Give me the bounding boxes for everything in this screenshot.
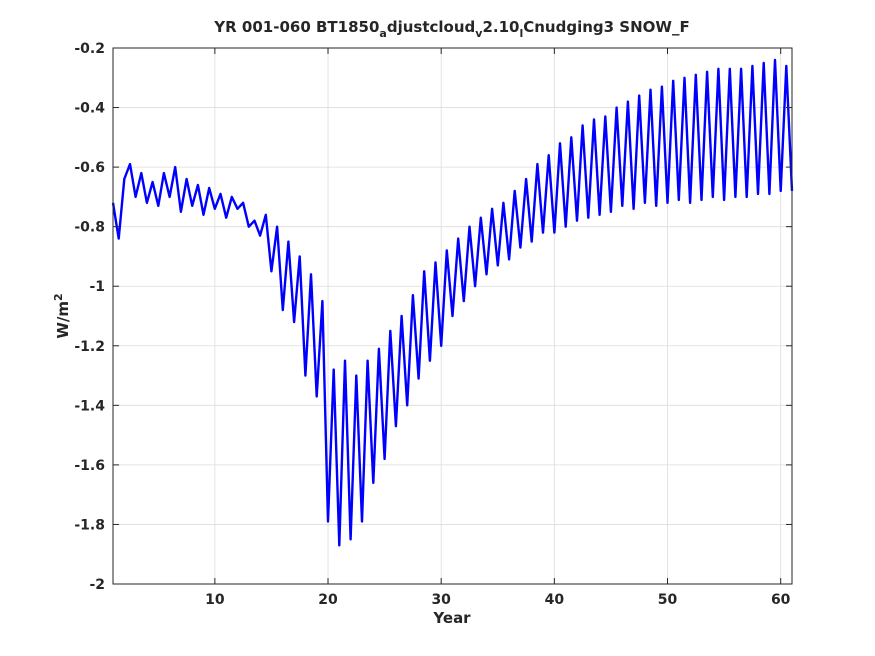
x-tick-label: 60 (771, 592, 791, 608)
y-axis-label: W/m2 (52, 293, 72, 338)
title-part-2: djustcloud (387, 18, 475, 36)
x-tick-label: 20 (318, 592, 338, 608)
y-tick-label: -1.8 (74, 517, 105, 533)
y-tick-label: -1.4 (74, 398, 105, 414)
y-tick-label: -0.6 (74, 160, 105, 176)
y-tick-label: -2 (89, 577, 105, 593)
y-label-main: W/m (54, 301, 72, 339)
y-tick-label: -1.2 (74, 339, 105, 355)
x-tick-label: 10 (205, 592, 225, 608)
series-line-1 (111, 58, 794, 547)
title-sub-l: l (519, 27, 523, 40)
y-tick-label: -1 (89, 279, 105, 295)
x-tick-label: 40 (545, 592, 565, 608)
title-part-3: 2.10 (482, 18, 519, 36)
y-label-superscript: 2 (52, 293, 65, 301)
y-tick-label: -0.4 (74, 101, 105, 117)
chart-title: YR 001-060 BT1850adjustcloudv2.10lCnudgi… (213, 18, 689, 40)
ticks: 10 20 30 40 50 60 -2 -1.8 -1.6 -1.4 -1.2 -1 -0.8 -0.6… (74, 41, 792, 608)
y-tick-label: -1.6 (74, 458, 105, 474)
title-part-1: YR 001-060 BT1850 (213, 18, 379, 36)
x-tick-label: 30 (431, 592, 451, 608)
y-tick-label: -0.8 (74, 220, 105, 236)
x-axis-label: Year (432, 609, 471, 627)
y-tick-label: -0.2 (74, 41, 105, 57)
title-part-4: Cnudging3 SNOW_F (523, 18, 689, 36)
x-tick-label: 50 (658, 592, 678, 608)
series-layer (111, 58, 794, 547)
title-sub-v: v (475, 27, 483, 40)
plot-frame (112, 47, 793, 585)
title-sub-a: a (379, 27, 386, 40)
